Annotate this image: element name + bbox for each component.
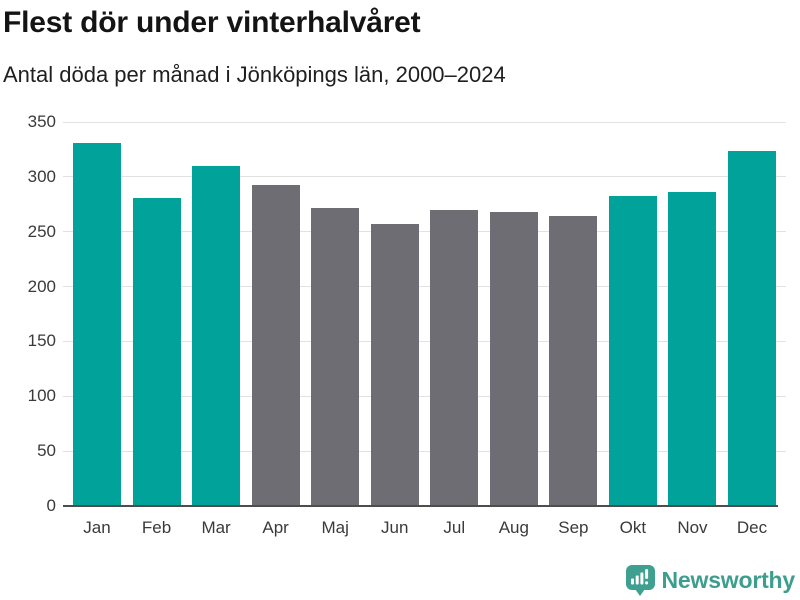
- x-axis-tick-label: Maj: [321, 518, 349, 537]
- y-axis-tick-label: 250: [27, 221, 56, 241]
- bar-jan: [73, 142, 121, 506]
- y-axis-tick-label: 100: [27, 386, 56, 406]
- y-axis-tick-label: 350: [27, 112, 56, 131]
- y-axis-tick-label: 0: [46, 496, 56, 515]
- y-axis-tick-label: 50: [37, 441, 56, 461]
- chart-subtitle: Antal döda per månad i Jönköpings län, 2…: [3, 62, 506, 87]
- bar-okt: [608, 195, 657, 506]
- x-axis-tick-label: Aug: [498, 518, 529, 537]
- newsworthy-logo-icon: [625, 565, 655, 596]
- bar-nov: [668, 192, 717, 506]
- x-axis-tick-label: Dec: [736, 518, 768, 537]
- y-axis-tick-label: 150: [27, 331, 56, 351]
- gridline-350: [63, 121, 786, 123]
- gridline-100: [63, 395, 786, 397]
- x-axis-tick-label: Jul: [443, 518, 466, 537]
- x-axis-tick-label: Okt: [619, 518, 647, 537]
- bar-aug: [489, 211, 538, 506]
- gridline-50: [63, 450, 786, 452]
- bar-jul: [430, 209, 479, 506]
- gridline-250: [63, 231, 786, 233]
- bar-dec: [728, 150, 776, 506]
- bar-jun: [370, 224, 419, 506]
- bar-sep: [549, 216, 598, 506]
- x-axis-line: [63, 505, 778, 507]
- x-axis-tick-label: Jun: [381, 518, 409, 537]
- x-axis-tick-label: Feb: [141, 518, 172, 537]
- x-axis-tick-label: Jan: [83, 518, 111, 537]
- bar-mar: [192, 165, 241, 506]
- gridline-200: [63, 286, 786, 288]
- x-axis-tick-label: Nov: [677, 518, 708, 537]
- x-axis-tick-label: Apr: [262, 518, 289, 537]
- y-axis-tick-label: 300: [27, 166, 56, 186]
- brand-footer: Newsworthy: [625, 565, 796, 596]
- x-axis-tick-label: Sep: [558, 518, 589, 537]
- x-axis-tick-label: Mar: [201, 518, 231, 537]
- bar-feb: [132, 197, 181, 506]
- brand-name: Newsworthy: [661, 567, 796, 593]
- chart-title: Flest dör under vinterhalvåret: [3, 6, 421, 39]
- gridline-150: [63, 340, 786, 342]
- bar-maj: [311, 207, 360, 506]
- gridline-300: [63, 176, 786, 178]
- bar-apr: [251, 184, 300, 506]
- y-axis-tick-label: 200: [27, 276, 56, 296]
